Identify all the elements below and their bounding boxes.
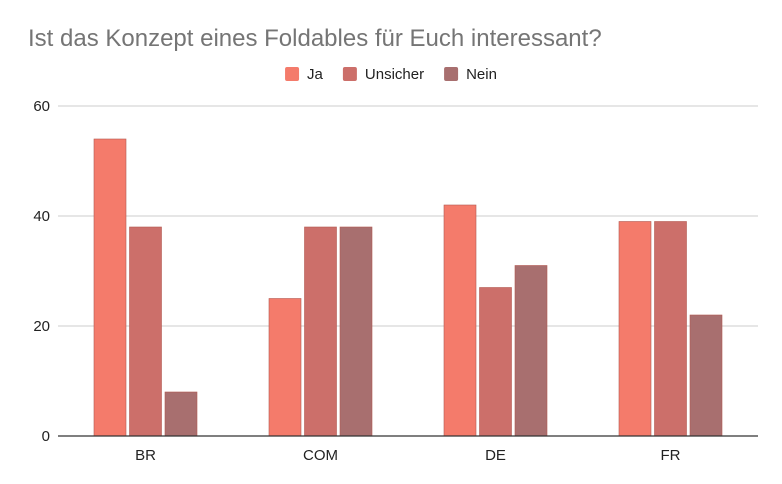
x-tick-label: DE [485,447,506,464]
y-axis-ticks: 0 20 40 60 [33,98,50,445]
bar-unsicher-de [479,287,512,437]
y-tick-label: 20 [33,318,50,335]
x-tick-label: COM [303,447,338,464]
legend-label: Unsicher [365,66,424,83]
legend: Ja Unsicher Nein [285,66,497,83]
chart-title: Ist das Konzept eines Foldables für Euch… [28,25,602,52]
bar-nein-com [339,226,373,437]
bars [93,138,723,437]
legend-swatch [285,67,300,81]
y-tick-label: 0 [42,428,50,445]
x-axis-ticks: BR COM DE FR [135,447,681,464]
bar-unsicher-com [304,226,337,437]
bar-nein-de [514,265,548,437]
x-tick-label: FR [661,447,681,464]
bar-unsicher-fr [654,221,687,437]
y-tick-label: 60 [33,98,50,115]
bar-nein-fr [689,314,723,437]
bar-ja-com [268,298,302,437]
legend-label: Ja [307,66,324,83]
y-tick-label: 40 [33,208,50,225]
bar-nein-br [164,391,198,437]
bar-ja-br [93,138,127,437]
gridlines [58,105,758,327]
x-tick-label: BR [135,447,156,464]
legend-swatch [444,67,459,81]
legend-label: Nein [466,66,497,83]
legend-swatch [342,67,357,81]
bar-unsicher-br [129,226,162,437]
bar-ja-fr [618,221,652,437]
bar-ja-de [443,204,477,437]
